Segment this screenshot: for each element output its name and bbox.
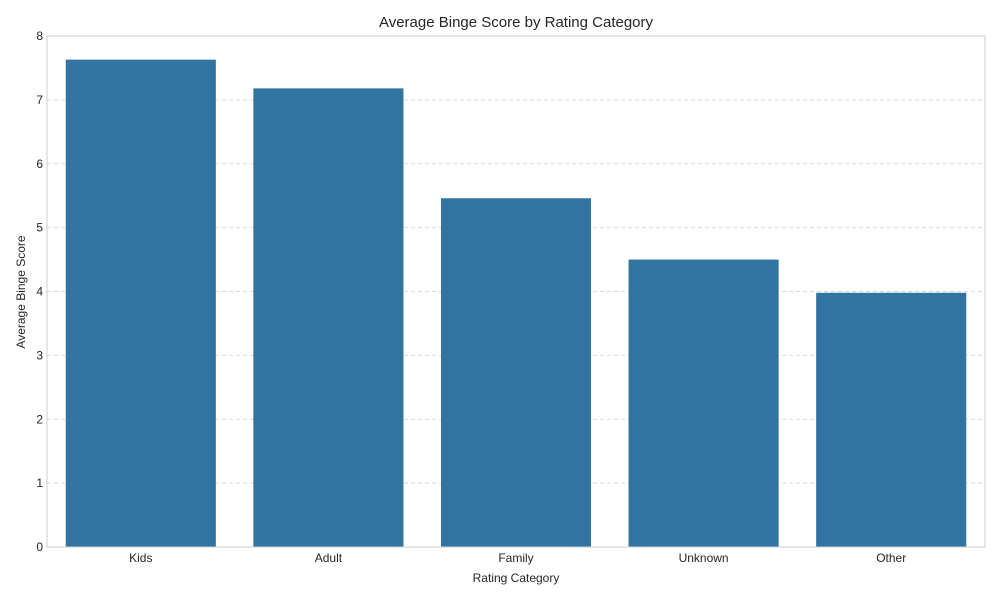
x-tick-label: Kids [129,551,152,565]
x-tick-label: Unknown [679,551,729,565]
plot-frame [46,35,986,548]
y-tick-label: 4 [36,285,43,299]
y-tick-label: 8 [36,29,43,43]
bar-other [816,292,967,547]
bar-unknown [628,259,779,547]
x-tick-label: Adult [315,551,343,565]
y-tick-label: 0 [36,540,43,554]
y-tick-label: 5 [36,221,43,235]
y-axis-label: Average Binge Score [14,235,28,349]
x-axis-label: Rating Category [473,571,560,585]
chart-title: Average Binge Score by Rating Category [379,14,654,31]
y-tick-label: 2 [36,412,43,426]
bar-family [440,198,592,547]
y-tick-label: 6 [36,157,43,171]
y-tick-label: 7 [36,93,43,107]
y-tick-label: 1 [36,476,43,490]
bar-adult [253,88,404,547]
bar-kids [65,59,216,547]
x-axis-ticks: Kids Adult Family Unknown Other [129,551,906,565]
y-axis-ticks: 0 1 2 3 4 5 6 7 8 [36,29,43,554]
x-tick-label: Other [876,551,906,565]
bars [65,59,967,547]
y-tick-label: 3 [36,348,43,362]
x-tick-label: Family [498,551,533,565]
